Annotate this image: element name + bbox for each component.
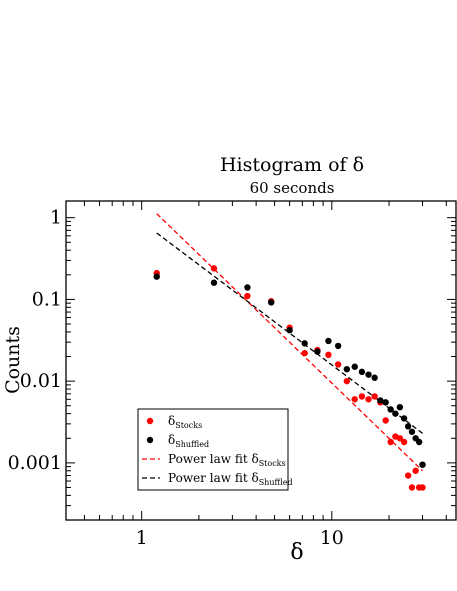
data-point xyxy=(153,273,160,280)
chart-title: Histogram of δ xyxy=(220,154,364,176)
x-axis-label: δ xyxy=(290,540,303,565)
legend-label: Power law fit δShuffled xyxy=(168,471,293,487)
data-point xyxy=(334,342,342,350)
y-tick-label: 0.01 xyxy=(20,370,62,392)
data-point xyxy=(267,299,275,306)
data-point xyxy=(371,374,378,381)
data-point xyxy=(387,438,394,446)
data-point xyxy=(377,397,384,404)
data-point xyxy=(244,292,251,300)
legend-label: δShuffled xyxy=(168,433,209,449)
legend: δStocks δShuffled Power law fit δStocks Pow… xyxy=(137,408,293,491)
data-point xyxy=(400,438,408,446)
data-point xyxy=(404,423,412,430)
data-point xyxy=(408,484,416,491)
y-tick-label: 1 xyxy=(50,207,62,229)
plot-area xyxy=(153,213,426,491)
y-tick-label: 0.001 xyxy=(8,452,62,474)
data-point xyxy=(314,348,321,355)
y-axis-label: Counts xyxy=(2,326,24,394)
legend-box xyxy=(137,408,289,491)
x-tick-label: 10 xyxy=(320,527,344,549)
data-point xyxy=(396,435,404,442)
data-point xyxy=(382,399,389,406)
fit-line xyxy=(156,213,423,472)
chart-subtitle: 60 seconds xyxy=(250,179,335,197)
data-point xyxy=(382,417,389,424)
data-point xyxy=(210,265,218,272)
data-point xyxy=(365,371,372,378)
data-point xyxy=(301,340,308,347)
data-point xyxy=(396,403,404,411)
legend-label: Power law fit δStocks xyxy=(168,452,286,468)
legend-marker xyxy=(146,436,154,444)
data-point xyxy=(325,337,332,345)
data-point xyxy=(358,368,366,376)
data-point xyxy=(325,351,332,359)
legend-label: δStocks xyxy=(168,414,202,430)
data-point xyxy=(351,396,358,403)
data-point xyxy=(408,428,416,435)
data-point xyxy=(419,461,426,468)
data-point xyxy=(244,284,251,291)
data-point xyxy=(358,393,366,400)
data-point xyxy=(371,393,378,400)
data-point xyxy=(365,396,372,403)
data-point xyxy=(343,365,351,373)
data-point xyxy=(419,484,426,491)
data-point xyxy=(301,349,308,357)
plot-frame xyxy=(65,200,457,521)
tick-labels: 1 10 1 0.1 0.01 0.001 xyxy=(8,207,344,549)
data-point xyxy=(286,327,293,334)
data-point xyxy=(404,472,412,479)
data-point xyxy=(343,377,351,385)
y-tick-label: 0.1 xyxy=(32,288,62,310)
legend-marker xyxy=(146,417,154,425)
data-point xyxy=(415,438,423,446)
data-point xyxy=(392,410,399,417)
data-point xyxy=(210,279,218,286)
data-point xyxy=(400,415,408,422)
data-point xyxy=(387,406,394,413)
data-point xyxy=(412,467,419,474)
data-point xyxy=(351,363,358,370)
data-point xyxy=(334,361,342,368)
x-tick-label: 1 xyxy=(136,527,148,549)
